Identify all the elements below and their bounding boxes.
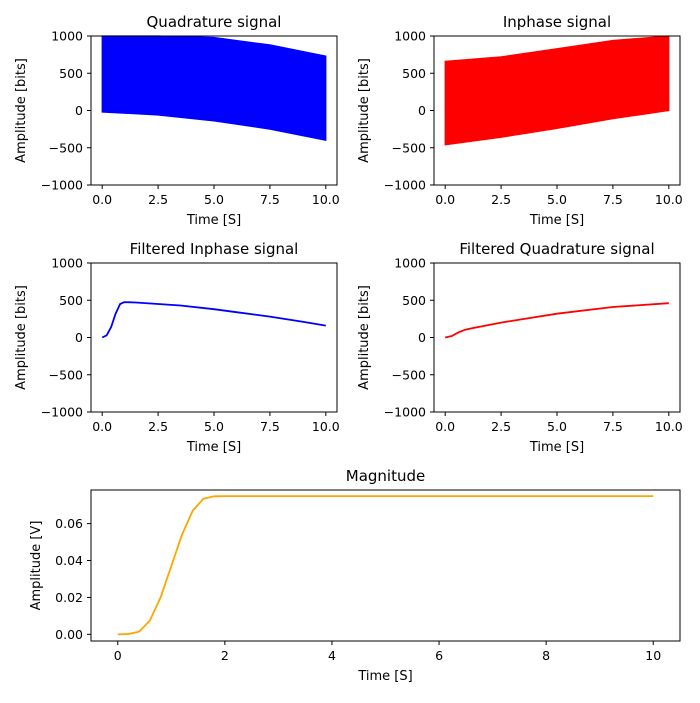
filtered-quadrature-x-tick-label: 2.5 xyxy=(491,419,511,434)
quadrature-x-tick-label: 10.0 xyxy=(312,192,340,207)
filtered-quadrature-y-tick-label: 1000 xyxy=(394,256,426,271)
magnitude-x-axis-label: Time [S] xyxy=(357,669,412,684)
quadrature-y-tick-label: 1000 xyxy=(51,29,83,44)
filtered-quadrature-y-tick-label: 500 xyxy=(402,293,426,308)
inphase-y-axis-label: Amplitude [bits] xyxy=(357,58,372,163)
quadrature-signal-band xyxy=(101,35,327,142)
filtered-quadrature-y-tick-label: −500 xyxy=(392,367,426,382)
filtered-inphase-y-tick-label: 500 xyxy=(59,293,83,308)
quadrature-y-tick-label: −500 xyxy=(49,140,83,155)
filtered-quadrature-x-axis-label: Time [S] xyxy=(529,440,584,455)
magnitude-y-tick-label: 0.02 xyxy=(55,590,83,605)
filtered-inphase-x-tick-label: 5.0 xyxy=(204,419,224,434)
filtered-quadrature-axes-frame xyxy=(433,262,681,413)
magnitude-y-axis-label: Amplitude [V] xyxy=(29,521,44,611)
magnitude-axes-frame xyxy=(90,489,681,642)
quadrature-y-tick-label: −1000 xyxy=(41,178,83,193)
inphase-y-tick-label: 0 xyxy=(418,103,426,118)
inphase-x-tick-label: 5.0 xyxy=(547,192,567,207)
magnitude-series-line xyxy=(117,495,654,636)
quadrature-y-axis-label: Amplitude [bits] xyxy=(14,58,29,163)
filtered-inphase-x-tick-label: 0.0 xyxy=(92,419,112,434)
inphase-x-tick-label: 10.0 xyxy=(655,192,683,207)
filtered-inphase-y-tick-label: 0 xyxy=(75,330,83,345)
magnitude-x-tick-label: 10 xyxy=(645,648,661,663)
filtered-quadrature-x-tick-label: 10.0 xyxy=(655,419,683,434)
quadrature-y-tick-label: 500 xyxy=(59,66,83,81)
filtered-quadrature-x-tick-label: 5.0 xyxy=(547,419,567,434)
filtered-quadrature-y-tick-label: −1000 xyxy=(384,405,426,420)
magnitude-x-tick-label: 8 xyxy=(542,648,550,663)
magnitude-y-tick-label: 0.04 xyxy=(55,553,83,568)
inphase-y-tick-label: −500 xyxy=(392,140,426,155)
filtered-quadrature-x-tick-label: 0.0 xyxy=(435,419,455,434)
quadrature-title: Quadrature signal xyxy=(147,13,282,31)
filtered-quadrature-y-tick-label: 0 xyxy=(418,330,426,345)
filtered-inphase-y-tick-label: −1000 xyxy=(41,405,83,420)
filtered-inphase-y-axis-label: Amplitude [bits] xyxy=(14,285,29,390)
inphase-y-tick-label: 1000 xyxy=(394,29,426,44)
filtered-inphase-axes-frame xyxy=(90,262,338,413)
magnitude-title: Magnitude xyxy=(346,467,425,485)
filtered-inphase-title: Filtered Inphase signal xyxy=(130,240,299,258)
inphase-signal-band xyxy=(444,35,670,146)
quadrature-x-tick-label: 2.5 xyxy=(148,192,168,207)
filtered-inphase-x-tick-label: 7.5 xyxy=(260,419,280,434)
filtered-quadrature-x-tick-label: 7.5 xyxy=(603,419,623,434)
magnitude-x-tick-label: 0 xyxy=(114,648,122,663)
magnitude-x-tick-label: 6 xyxy=(435,648,443,663)
quadrature-x-tick-label: 5.0 xyxy=(204,192,224,207)
inphase-x-tick-label: 2.5 xyxy=(491,192,511,207)
magnitude-y-tick-label: 0.00 xyxy=(55,627,83,642)
filtered-quadrature-series-line xyxy=(445,302,669,339)
inphase-x-tick-label: 0.0 xyxy=(435,192,455,207)
inphase-x-tick-label: 7.5 xyxy=(603,192,623,207)
magnitude-x-tick-label: 4 xyxy=(328,648,336,663)
inphase-x-axis-label: Time [S] xyxy=(529,213,584,228)
filtered-inphase-x-axis-label: Time [S] xyxy=(186,440,241,455)
filtered-quadrature-title: Filtered Quadrature signal xyxy=(459,240,654,258)
filtered-inphase-x-tick-label: 2.5 xyxy=(148,419,168,434)
filtered-inphase-series-line xyxy=(101,301,326,339)
quadrature-x-axis-label: Time [S] xyxy=(186,213,241,228)
filtered-inphase-x-tick-label: 10.0 xyxy=(312,419,340,434)
quadrature-y-tick-label: 0 xyxy=(75,103,83,118)
filtered-inphase-y-tick-label: −500 xyxy=(49,367,83,382)
filtered-inphase-y-tick-label: 1000 xyxy=(51,256,83,271)
inphase-y-tick-label: −1000 xyxy=(384,178,426,193)
magnitude-x-tick-label: 2 xyxy=(221,648,229,663)
quadrature-x-tick-label: 7.5 xyxy=(260,192,280,207)
filtered-quadrature-y-axis-label: Amplitude [bits] xyxy=(357,285,372,390)
quadrature-x-tick-label: 0.0 xyxy=(92,192,112,207)
inphase-title: Inphase signal xyxy=(503,13,611,31)
inphase-y-tick-label: 500 xyxy=(402,66,426,81)
magnitude-y-tick-label: 0.06 xyxy=(55,516,83,531)
